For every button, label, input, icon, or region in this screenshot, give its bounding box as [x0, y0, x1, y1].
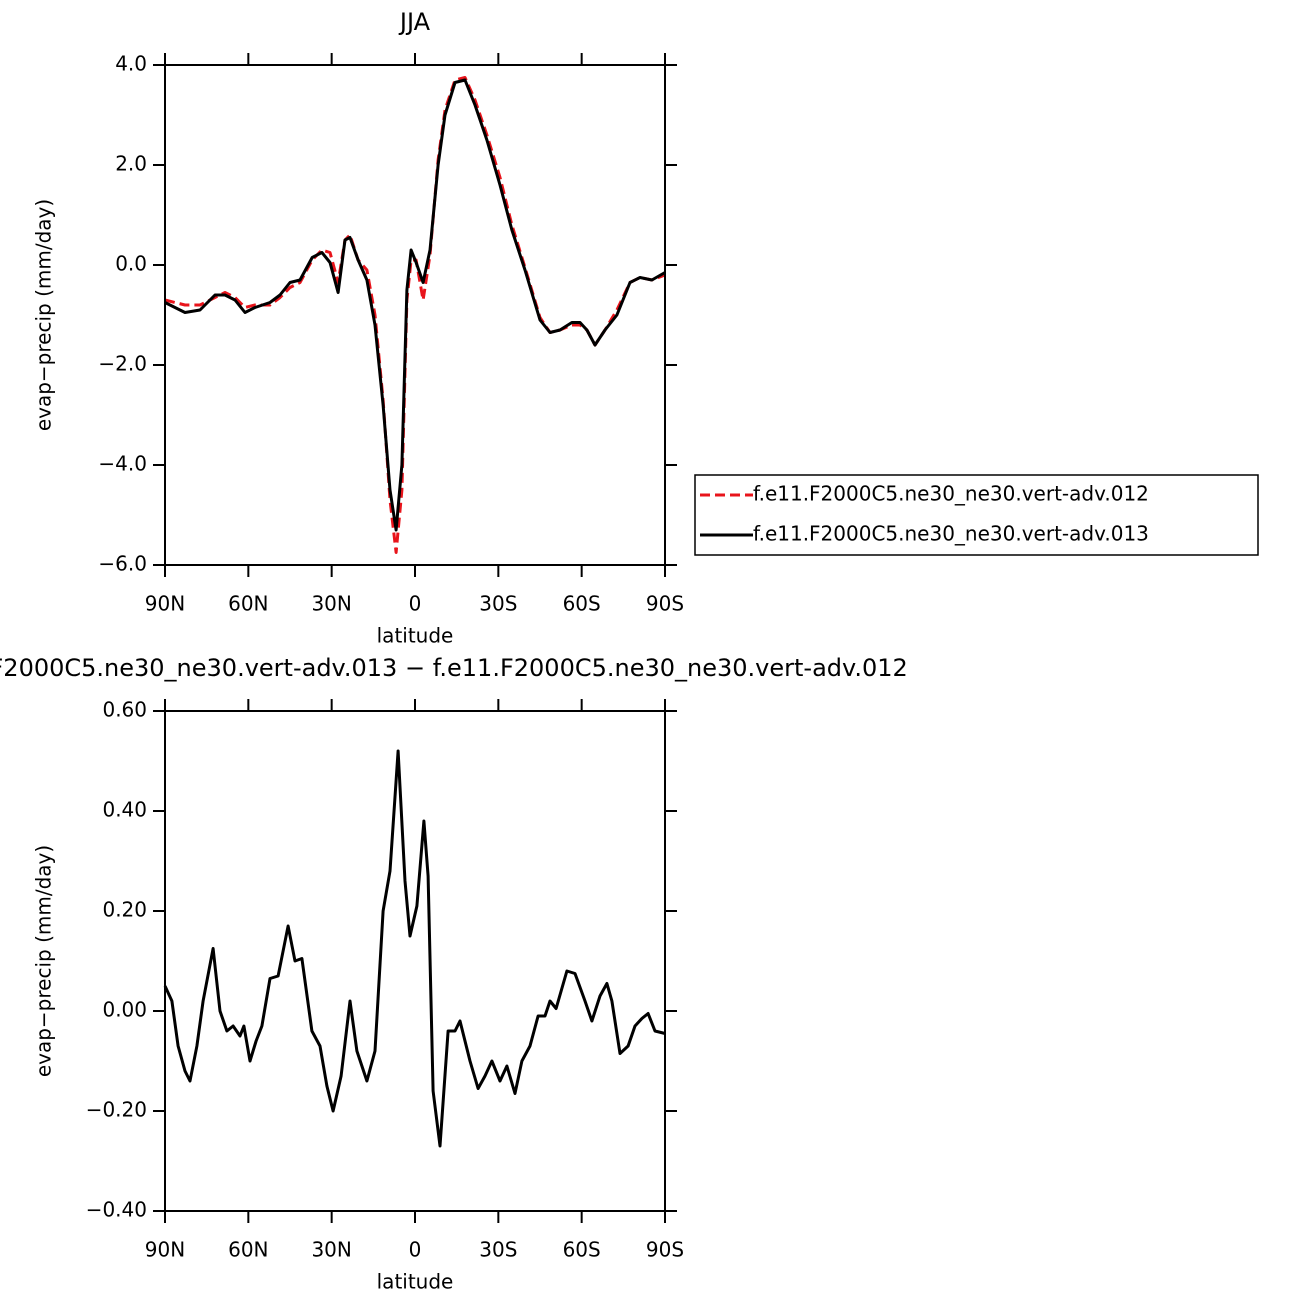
y-tick-label: −0.40	[86, 1198, 147, 1222]
x-tick-label: 0	[409, 592, 422, 616]
x-tick-label: 30N	[311, 1238, 351, 1262]
x-tick-label: 60N	[228, 592, 268, 616]
y-tick-label: −6.0	[98, 552, 147, 576]
x-axis-label: latitude	[377, 1270, 454, 1294]
y-tick-label: 0.0	[115, 252, 147, 276]
legend-label: f.e11.F2000C5.ne30_ne30.vert-adv.013	[753, 522, 1149, 546]
y-axis-label: evap−precip (mm/day)	[32, 845, 56, 1077]
x-tick-label: 30S	[479, 1238, 517, 1262]
x-tick-label: 90N	[145, 592, 185, 616]
series-line	[164, 76, 666, 554]
x-tick-label: 90N	[145, 1238, 185, 1262]
x-tick-label: 90S	[646, 1238, 684, 1262]
y-tick-label: 0.60	[102, 698, 147, 722]
chart-title: f.e11.F2000C5.ne30_ne30.vert-adv.013 − f…	[0, 654, 908, 682]
x-tick-label: 30N	[311, 592, 351, 616]
x-tick-label: 60N	[228, 1238, 268, 1262]
x-axis-label: latitude	[377, 624, 454, 648]
y-tick-label: −0.20	[86, 1098, 147, 1122]
x-tick-label: 60S	[563, 592, 601, 616]
y-tick-label: 0.20	[102, 898, 147, 922]
x-tick-label: 30S	[479, 592, 517, 616]
series-line	[164, 78, 666, 532]
y-axis-label: evap−precip (mm/day)	[32, 199, 56, 431]
y-tick-label: 0.40	[102, 798, 147, 822]
x-tick-label: 0	[409, 1238, 422, 1262]
chart-title: JJA	[398, 8, 431, 36]
y-tick-label: 4.0	[115, 52, 147, 76]
y-tick-label: 2.0	[115, 152, 147, 176]
x-tick-label: 90S	[646, 592, 684, 616]
legend-box	[694, 474, 1259, 556]
y-tick-label: −2.0	[98, 352, 147, 376]
plot-frame	[164, 64, 666, 566]
series-line	[163, 749, 666, 1148]
legend-label: f.e11.F2000C5.ne30_ne30.vert-adv.012	[753, 482, 1149, 506]
x-tick-label: 60S	[563, 1238, 601, 1262]
y-tick-label: 0.00	[102, 998, 147, 1022]
y-tick-label: −4.0	[98, 452, 147, 476]
plot-frame	[164, 710, 666, 1212]
